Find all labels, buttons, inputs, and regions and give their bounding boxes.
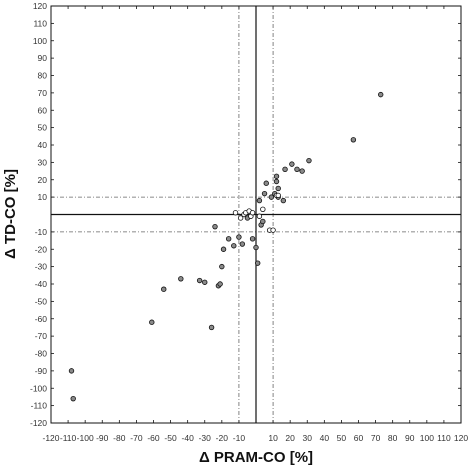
y-tick-label: 100: [33, 36, 47, 46]
data-point: [161, 286, 167, 292]
y-tick-label: -60: [35, 314, 48, 324]
y-tick-label: 20: [38, 175, 48, 185]
y-tick-label: 50: [38, 123, 48, 133]
data-point: [260, 218, 266, 225]
x-tick-labels: -120 -110 -100 -90 -80 -70 -60 -50 -40 -30 -20 -10 1…: [42, 433, 468, 443]
y-tick-label: 30: [38, 157, 48, 167]
data-point: [239, 241, 246, 247]
y-tick-label: 40: [38, 140, 48, 150]
x-tick-label: 110: [437, 433, 451, 443]
data-point: [378, 91, 384, 98]
data-point: [289, 161, 295, 167]
data-point: [236, 234, 242, 240]
x-tick-label: -80: [113, 433, 126, 443]
x-tick-label: 70: [371, 433, 381, 443]
data-point-open: [249, 210, 256, 216]
x-tick-label: -50: [164, 433, 177, 443]
data-point: [253, 244, 259, 251]
x-tick-label: -60: [147, 433, 160, 443]
y-tick-label: 90: [38, 53, 48, 63]
data-point: [263, 180, 269, 186]
y-tick-label: 110: [33, 18, 47, 28]
x-tick-label: 10: [268, 433, 278, 443]
y-tick-label: 70: [38, 88, 48, 98]
y-tick-label: -40: [35, 279, 48, 289]
data-point: [306, 157, 312, 164]
x-tick-label: 120: [454, 433, 468, 443]
x-tick-label: -30: [199, 433, 212, 443]
y-tick-label: -70: [35, 331, 48, 341]
data-point: [225, 236, 232, 242]
x-tick-label: -90: [96, 433, 109, 443]
y-tick-label: -30: [35, 262, 48, 272]
x-tick-label: 40: [320, 433, 330, 443]
data-point-open: [256, 213, 263, 219]
y-tick-label: -120: [30, 418, 47, 428]
data-points: [68, 91, 384, 402]
x-tick-label: 90: [405, 433, 415, 443]
x-tick-label: -20: [216, 433, 229, 443]
data-point: [256, 197, 263, 204]
x-tick-label: 50: [337, 433, 347, 443]
y-tick-label: 120: [33, 1, 47, 11]
x-tick-label: -40: [182, 433, 195, 443]
data-point: [255, 260, 261, 266]
y-tick-label: -10: [35, 227, 48, 237]
data-point: [212, 223, 218, 230]
y-axis-title: Δ TD-CO [%]: [2, 169, 19, 259]
data-point: [261, 190, 268, 197]
data-point: [219, 263, 225, 270]
x-tick-label: -10: [233, 433, 246, 443]
data-point: [202, 279, 208, 285]
y-tick-label: 80: [38, 71, 48, 81]
data-point: [268, 194, 275, 200]
data-point: [294, 166, 300, 173]
y-tick-label: 60: [38, 105, 48, 115]
data-point-open: [232, 210, 239, 216]
x-tick-label: -120: [42, 433, 59, 443]
data-point: [196, 277, 203, 284]
data-point: [70, 395, 76, 402]
x-tick-label: -70: [130, 433, 143, 443]
data-point-open: [260, 206, 266, 212]
y-tick-label: 10: [38, 192, 48, 202]
data-point: [249, 236, 256, 242]
data-point: [273, 178, 280, 185]
y-tick-label: -50: [35, 296, 48, 306]
data-point: [220, 246, 227, 252]
x-tick-label: 80: [388, 433, 398, 443]
data-point: [273, 173, 280, 179]
data-point-open: [237, 215, 244, 221]
data-point: [350, 137, 357, 143]
data-point: [282, 166, 288, 173]
y-tick-label: -80: [35, 349, 48, 359]
x-tick-label: 20: [285, 433, 295, 443]
data-point: [68, 368, 75, 374]
x-tick-label: 100: [420, 433, 434, 443]
y-tick-label: -100: [30, 383, 47, 393]
data-point: [208, 324, 215, 331]
x-tick-label: 30: [303, 433, 313, 443]
x-axis-title: Δ PRAM-CO [%]: [199, 449, 313, 466]
x-tick-label: 60: [354, 433, 364, 443]
tick-marks: [50, 5, 462, 424]
y-tick-label: -90: [35, 366, 48, 376]
data-point: [217, 281, 223, 287]
data-point: [280, 197, 287, 204]
data-point: [178, 276, 184, 282]
data-point: [299, 168, 305, 174]
y-tick-label: -110: [31, 401, 48, 411]
data-point: [231, 243, 237, 249]
y-tick-labels: 120 110 100 90 80 70 60 50 40 30 20 10 -10 -20 -30 -40 -…: [30, 1, 47, 428]
reference-lines: [51, 6, 461, 423]
x-tick-label: -100: [77, 433, 94, 443]
data-point-open: [275, 192, 281, 199]
x-tick-label: -110: [60, 433, 77, 443]
data-point: [149, 319, 155, 325]
y-tick-label: -20: [35, 244, 48, 254]
data-point-open: [270, 227, 276, 233]
data-point: [275, 185, 281, 192]
